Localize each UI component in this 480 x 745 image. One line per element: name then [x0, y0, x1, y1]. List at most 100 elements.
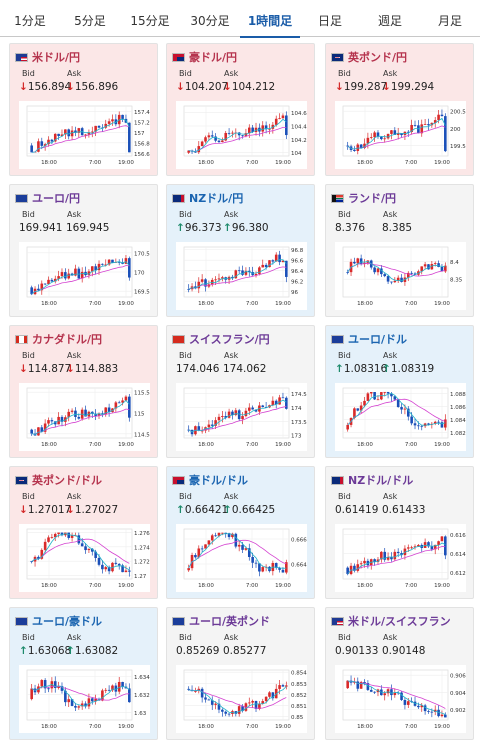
rate-card-usdchf[interactable]: 米ドル/スイスフラン Bid Ask 0.90133 0.90148 0.906 0.904… — [325, 607, 474, 740]
chart-svg: 104.6 104.4 104.2 104 18:00 7:00 19:00 — [183, 105, 307, 166]
candle-down — [278, 254, 281, 263]
rate-card-audusd[interactable]: 豪ドル/ドル Bid Ask ↑0.66421 ↑0.66425 0.666 0.664 18… — [166, 466, 315, 599]
candle-down — [30, 145, 33, 153]
candle-down — [427, 423, 430, 425]
x-tick-label: 18:00 — [198, 301, 214, 307]
pair-title[interactable]: ユーロ/ドル — [331, 331, 407, 346]
candlestick-chart[interactable]: 8.4 8.35 18:00 7:00 19:00 — [335, 242, 466, 310]
candlestick-chart[interactable]: 157.4 157.2 157 156.8 156.6 18:00 7:00 19:00 — [19, 101, 150, 169]
candle-up — [40, 549, 44, 559]
candle-up — [417, 544, 420, 547]
rate-card-chfjpy[interactable]: スイスフラン/円 Bid Ask 174.046 174.062 174.5 174 173.… — [166, 325, 315, 458]
tab-2[interactable]: 5分足 — [74, 14, 106, 28]
tab-1[interactable]: 1分足 — [14, 14, 46, 28]
tab-4[interactable]: 30分足 — [190, 14, 230, 28]
candle-down — [30, 429, 33, 434]
candle-down — [200, 688, 204, 698]
x-tick-label: 18:00 — [41, 583, 57, 589]
candlestick-chart[interactable]: 115.5 115 114.5 18:00 7:00 19:00 — [19, 383, 150, 451]
x-tick-label: 19:00 — [118, 442, 134, 448]
candle-down — [406, 408, 410, 417]
moving-average-slow — [31, 125, 130, 153]
candle-up — [124, 258, 128, 264]
candle-down — [221, 709, 224, 712]
pair-title[interactable]: ランド/円 — [331, 190, 396, 205]
x-tick-label: 7:00 — [89, 301, 102, 307]
x-tick-label: 7:00 — [405, 442, 418, 448]
x-tick-label: 19:00 — [118, 160, 134, 166]
pair-title[interactable]: 英ポンド/円 — [331, 49, 407, 64]
pair-title[interactable]: 英ポンド/ドル — [15, 472, 102, 487]
rate-card-eurgbp[interactable]: ユーロ/英ポンド Bid Ask 0.85269 0.85277 0.854 0.853 0.… — [166, 607, 315, 740]
y-tick-label: 114.5 — [134, 432, 150, 438]
candle-down — [281, 685, 285, 687]
candle-down — [440, 422, 444, 428]
rate-card-cadjpy[interactable]: カナダドル/円 Bid Ask ↓114.877 ↓114.883 115.5 115 114… — [9, 325, 158, 458]
candlestick-chart[interactable]: 1.276 1.274 1.272 1.27 18:00 7:00 19:00 — [19, 524, 150, 592]
moving-average-slow — [347, 262, 446, 277]
rate-card-euraud[interactable]: ユーロ/豪ドル Bid Ask ↑1.63068 ↑1.63082 1.634 1.632 1… — [9, 607, 158, 740]
candlestick-chart[interactable]: 1.634 1.632 1.63 18:00 7:00 19:00 — [19, 665, 150, 733]
tab-7[interactable]: 週足 — [377, 14, 402, 28]
candlestick-chart[interactable]: 174.5 174 173.5 173 18:00 7:00 19:00 — [176, 383, 307, 451]
candlestick-chart[interactable]: 96.8 96.6 96.4 96.2 96 18:00 7:00 19:00 — [176, 242, 307, 310]
plot-frame — [183, 528, 290, 580]
tab-8[interactable]: 月足 — [437, 14, 462, 28]
ask-value: ↓104.212 — [223, 81, 276, 93]
plot-frame — [342, 246, 449, 298]
pair-title[interactable]: ユーロ/英ポンド — [172, 613, 270, 628]
candle-down — [204, 279, 207, 287]
moving-average-fast — [31, 399, 130, 435]
candlestick-chart[interactable]: 0.854 0.853 0.852 0.851 0.85 18:00 7:00 19:00 — [176, 665, 307, 733]
candle-up — [70, 410, 74, 412]
pair-title[interactable]: NZドル/円 — [172, 190, 243, 205]
rate-card-audjpy[interactable]: 豪ドル/円 Bid Ask ↓104.207 ↓104.212 104.6 104.4 104… — [166, 43, 315, 176]
rate-card-nzdusd[interactable]: NZドル/ドル Bid Ask 0.61419 0.61433 0.616 0.614 0.6… — [325, 466, 474, 599]
candle-down — [346, 145, 349, 147]
pair-title[interactable]: 米ドル/円 — [15, 49, 80, 64]
bid-value: ↑0.66421 — [176, 504, 229, 516]
candlestick-chart[interactable]: 0.906 0.904 0.902 18:00 7:00 19:00 — [335, 665, 466, 733]
rate-card-eurusd[interactable]: ユーロ/ドル Bid Ask ↑1.08316 ↑1.08319 1.088 1.086 1.… — [325, 325, 474, 458]
candle-up — [217, 416, 221, 421]
pair-title[interactable]: ユーロ/豪ドル — [15, 613, 102, 628]
eu-flag-icon — [172, 617, 185, 626]
tab-5[interactable]: 1時間足 — [240, 0, 300, 38]
pair-title[interactable]: スイスフラン/円 — [172, 331, 270, 346]
candle-up — [101, 690, 104, 701]
tab-3[interactable]: 15分足 — [130, 14, 170, 28]
candle-down — [369, 689, 373, 692]
pair-title[interactable]: NZドル/ドル — [331, 472, 413, 487]
candle-down — [40, 427, 44, 432]
tab-6[interactable]: 日足 — [317, 14, 342, 28]
pair-title[interactable]: カナダドル/円 — [15, 331, 102, 346]
candle-down — [214, 535, 217, 537]
candlestick-chart[interactable]: 170.5 170 169.5 18:00 7:00 19:00 — [19, 242, 150, 310]
bid-value: ↑1.63068 — [19, 645, 72, 657]
x-tick-label: 19:00 — [275, 160, 291, 166]
rate-card-eurjpy[interactable]: ユーロ/円 Bid Ask 169.941 169.945 170.5 170 169.5 18… — [9, 184, 158, 317]
pair-title[interactable]: 豪ドル/円 — [172, 49, 237, 64]
pair-title[interactable]: ユーロ/円 — [15, 190, 80, 205]
bid-value: 0.61419 — [335, 504, 379, 516]
candle-down — [217, 703, 221, 710]
rate-card-gbpjpy[interactable]: 英ポンド/円 Bid Ask ↓199.287 ↓199.294 200.5 200 199.… — [325, 43, 474, 176]
candlestick-chart[interactable]: 200.5 200 199.5 18:00 7:00 19:00 — [335, 101, 466, 169]
rate-card-usdjpy[interactable]: 米ドル/円 Bid Ask ↓156.894 ↓156.896 157.4 157.2 157… — [9, 43, 158, 176]
ask-value: 8.385 — [382, 222, 413, 234]
plot-frame — [26, 105, 133, 157]
pair-title[interactable]: 米ドル/スイスフラン — [331, 613, 451, 628]
pair-title[interactable]: 豪ドル/ドル — [172, 472, 248, 487]
candlestick-chart[interactable]: 104.6 104.4 104.2 104 18:00 7:00 19:00 — [176, 101, 307, 169]
rate-card-nzdjpy[interactable]: NZドル/円 Bid Ask ↑96.373 ↑96.380 96.8 96.6 96.4 96… — [166, 184, 315, 317]
candles — [346, 254, 447, 286]
candle-down — [121, 681, 124, 687]
candlestick-chart[interactable]: 1.088 1.086 1.084 1.082 18:00 7:00 19:00 — [335, 383, 466, 451]
candle-up — [403, 408, 407, 410]
candlestick-chart[interactable]: 0.616 0.614 0.612 18:00 7:00 19:00 — [335, 524, 466, 592]
rate-card-gbpusd[interactable]: 英ポンド/ドル Bid Ask ↓1.27017 ↓1.27027 1.276 1.274 1… — [9, 466, 158, 599]
candle-up — [87, 698, 91, 707]
candlestick-chart[interactable]: 0.666 0.664 18:00 7:00 19:00 — [176, 524, 307, 592]
rate-card-zarjpy[interactable]: ランド/円 Bid Ask 8.376 8.385 8.4 8.35 18:00 7:00 19:… — [325, 184, 474, 317]
candle-down — [417, 705, 420, 708]
